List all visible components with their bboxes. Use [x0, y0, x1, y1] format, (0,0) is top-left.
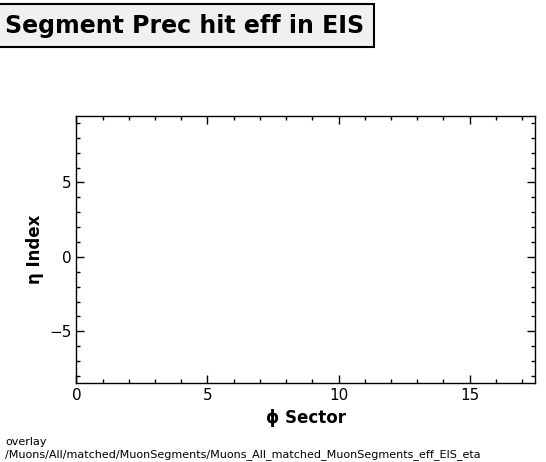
X-axis label: ϕ Sector: ϕ Sector	[266, 409, 346, 427]
Text: Segment Prec hit eff in EIS: Segment Prec hit eff in EIS	[5, 14, 365, 38]
Y-axis label: η Index: η Index	[26, 215, 44, 284]
Text: overlay
/Muons/All/matched/MuonSegments/Muons_All_matched_MuonSegments_eff_EIS_e: overlay /Muons/All/matched/MuonSegments/…	[5, 437, 481, 460]
